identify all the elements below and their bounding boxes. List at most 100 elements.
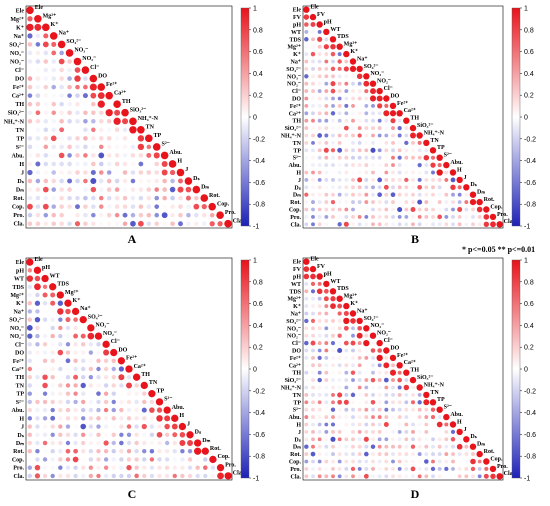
correlation-point [471,207,475,212]
correlation-point [134,416,139,421]
correlation-point [43,136,49,141]
correlation-point [304,355,309,360]
correlation-point [113,117,121,125]
correlation-point [122,204,128,209]
diagonal-label: Mg²⁺ [65,289,79,296]
correlation-point [349,310,357,317]
correlation-point [87,324,95,332]
correlation-point [65,457,71,462]
correlation-point [114,136,120,141]
correlation-point [443,161,450,169]
correlation-point [457,222,462,227]
correlation-point [172,465,177,470]
correlation-point [343,50,350,58]
correlation-point [317,355,322,361]
correlation-point [343,310,349,317]
correlation-point [51,127,57,133]
correlation-point [58,342,63,347]
correlation-point [119,449,124,454]
correlation-point [357,170,362,175]
correlation-point [122,187,128,192]
colorbar-tick-label: 0.2 [524,345,534,352]
correlation-point [364,378,369,383]
correlation-point [364,170,369,175]
correlation-point [142,399,147,405]
colorbar-tick-label: -1 [253,476,259,483]
correlation-point [364,163,369,168]
diagonal-label: NH₄⁺-N [424,381,445,388]
row-label: pH [16,268,24,274]
correlation-point [73,424,78,429]
correlation-point [364,392,369,397]
correlation-point [417,148,422,153]
correlation-point [42,284,48,289]
diagonal-label: Dₛ [195,430,202,436]
correlation-point [371,415,375,420]
diagonal-label: Dₘ [202,438,210,444]
row-label: TDS [12,285,24,291]
correlation-point [103,399,109,405]
correlation-point [317,296,322,301]
correlation-point [357,466,362,471]
panel-D: EleFVpHWTTDSMg²⁺K⁺Na⁺SO₄²⁻NO₃⁻NO₂⁻Cl⁻DOF… [281,257,536,501]
correlation-point [417,170,422,175]
correlation-point [162,204,167,209]
correlation-point [323,28,330,36]
correlation-point [324,192,329,197]
diagonal-label: Ele [34,257,43,263]
correlation-point [122,221,128,227]
correlation-point [122,170,128,175]
correlation-point [311,311,315,316]
correlation-point [337,200,342,205]
correlation-point [67,84,72,90]
correlation-point [111,440,116,446]
correlation-point [317,170,322,175]
correlation-point [81,66,90,74]
correlation-point [75,101,80,107]
correlation-point [83,221,88,227]
diagonal-label: Abu. [450,412,463,418]
correlation-point [337,147,343,153]
correlation-point [470,458,476,465]
correlation-point [75,187,80,192]
correlation-point [364,126,369,131]
correlation-point [103,358,109,363]
correlation-point [417,400,422,405]
correlation-point [27,383,33,388]
panel-label: A [128,232,137,246]
correlation-point [317,133,323,138]
correlation-point [344,429,349,434]
correlation-point [27,50,33,56]
correlation-point [103,416,109,421]
correlation-point [417,207,422,212]
correlation-point [34,300,41,306]
correlation-point [437,192,442,197]
correlation-point [201,447,209,455]
correlation-point [27,110,33,116]
correlation-point [51,178,57,184]
correlation-point [50,317,55,322]
correlation-point [344,177,349,182]
correlation-point [187,473,193,479]
correlation-point [171,423,178,430]
correlation-point [469,198,477,206]
correlation-point [424,214,429,219]
row-label: NO₃⁻ [287,326,301,332]
correlation-point [377,222,382,227]
correlation-point [148,390,156,398]
correlation-point [134,440,139,446]
correlation-point [337,341,342,346]
correlation-point [411,415,415,420]
row-label: Cla. [291,474,302,480]
correlation-point [389,369,397,376]
correlation-point [154,178,160,184]
correlation-point [431,222,435,227]
colorbar-tick-label: 0.4 [253,71,263,78]
correlation-point [331,326,335,331]
correlation-point [114,170,120,175]
correlation-point [343,399,349,405]
correlation-point [324,370,329,375]
correlation-point [164,449,170,454]
correlation-point [73,416,78,421]
row-label: Ca²⁺ [289,362,301,369]
